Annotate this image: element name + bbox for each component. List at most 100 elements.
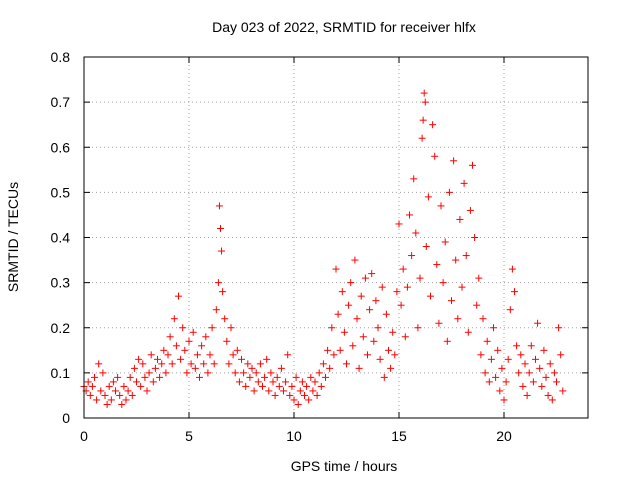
data-point xyxy=(246,373,254,381)
data-point xyxy=(196,373,203,381)
x-tick-label: 5 xyxy=(185,428,193,444)
data-point xyxy=(515,369,523,377)
data-point xyxy=(265,387,273,395)
data-point xyxy=(458,283,466,291)
data-point xyxy=(221,315,229,323)
data-point xyxy=(448,297,455,305)
data-point xyxy=(147,351,155,359)
data-point xyxy=(418,134,426,142)
y-tick-label: 0.8 xyxy=(51,49,71,65)
data-point xyxy=(86,391,94,399)
data-point xyxy=(185,337,193,345)
data-point xyxy=(93,396,101,404)
data-point xyxy=(496,387,504,395)
data-point xyxy=(160,346,168,354)
data-point xyxy=(403,283,411,291)
data-point xyxy=(513,342,521,350)
data-point xyxy=(328,324,336,332)
data-point xyxy=(271,391,279,399)
data-point xyxy=(294,400,302,408)
data-point xyxy=(399,265,407,273)
data-point xyxy=(471,234,479,241)
data-point xyxy=(439,279,447,287)
data-point xyxy=(166,333,174,341)
data-point xyxy=(259,382,266,390)
data-point xyxy=(322,373,329,381)
data-point xyxy=(154,355,161,363)
data-point xyxy=(355,364,363,372)
data-point xyxy=(508,265,516,273)
data-point xyxy=(292,373,300,381)
data-point xyxy=(506,306,514,314)
data-point xyxy=(433,261,441,269)
data-point xyxy=(269,378,277,386)
data-point xyxy=(301,391,308,399)
data-point xyxy=(162,369,170,377)
data-point xyxy=(389,328,397,336)
data-point xyxy=(313,391,321,399)
data-point xyxy=(395,220,403,228)
data-point xyxy=(431,152,439,160)
data-point xyxy=(550,369,558,377)
data-point xyxy=(120,382,128,390)
data-point xyxy=(338,288,346,296)
data-point xyxy=(483,337,491,345)
data-point xyxy=(475,274,483,282)
data-point xyxy=(437,202,445,210)
data-point xyxy=(229,351,237,359)
data-point xyxy=(124,387,132,395)
data-point xyxy=(334,310,342,318)
data-point xyxy=(445,188,453,196)
y-tick-label: 0 xyxy=(62,410,70,426)
data-point xyxy=(469,161,476,169)
x-axis-label: GPS time / hours xyxy=(291,458,398,474)
data-point xyxy=(181,346,189,354)
data-point xyxy=(364,351,371,359)
data-point xyxy=(359,333,367,341)
data-point xyxy=(107,396,115,404)
data-point xyxy=(215,202,223,210)
data-point xyxy=(517,351,525,359)
data-point xyxy=(376,355,384,363)
data-point xyxy=(490,324,497,332)
data-point xyxy=(408,252,416,260)
data-point xyxy=(202,333,210,341)
data-point xyxy=(126,373,134,381)
chart-title: Day 023 of 2022, SRMTID for receiver hlf… xyxy=(212,19,476,35)
data-point xyxy=(340,328,348,336)
data-point xyxy=(523,391,531,399)
data-point xyxy=(284,351,292,359)
data-point xyxy=(540,346,548,354)
data-point xyxy=(548,396,556,404)
data-point xyxy=(219,288,227,296)
data-point xyxy=(238,355,245,363)
data-point xyxy=(424,193,432,201)
data-point xyxy=(309,387,317,395)
data-point xyxy=(420,89,428,97)
data-point xyxy=(170,315,178,323)
data-point xyxy=(553,378,560,386)
data-point xyxy=(546,360,554,368)
data-point xyxy=(288,382,296,390)
data-point xyxy=(502,378,510,386)
data-point xyxy=(200,360,208,368)
data-point xyxy=(481,369,489,377)
data-point xyxy=(427,292,434,300)
data-point xyxy=(414,324,422,332)
x-tick-label: 15 xyxy=(391,428,407,444)
data-point xyxy=(412,229,420,237)
data-point xyxy=(217,224,224,232)
data-point xyxy=(500,396,508,404)
data-point xyxy=(296,387,304,395)
data-point xyxy=(345,301,353,309)
data-point xyxy=(487,355,495,363)
data-point xyxy=(330,351,338,359)
data-point xyxy=(84,378,92,386)
data-point xyxy=(492,373,500,381)
data-point xyxy=(273,373,281,381)
data-point xyxy=(443,337,451,345)
data-point xyxy=(532,355,539,363)
data-point xyxy=(267,369,275,377)
data-point xyxy=(183,369,191,377)
data-point xyxy=(462,252,470,260)
